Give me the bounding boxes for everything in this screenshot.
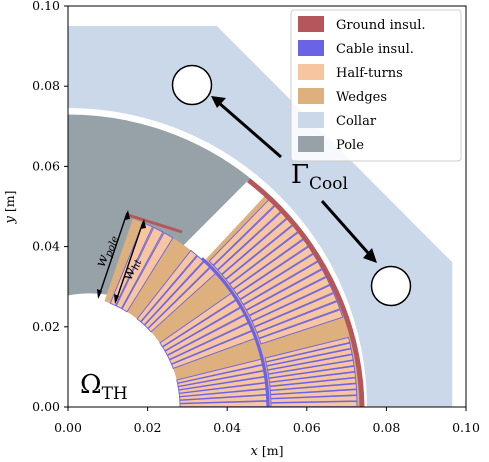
outer-block-1-turn <box>266 348 353 371</box>
y-axis-unit: [m] <box>2 191 17 213</box>
svg-text:wht: wht <box>120 255 145 283</box>
legend-swatch-cable <box>298 40 324 56</box>
ground-insulation <box>246 178 365 407</box>
arrowhead-upper <box>211 96 226 108</box>
y-tick-1: 0.02 <box>32 319 60 334</box>
x-tick-3: 0.06 <box>293 420 321 435</box>
outer-block-2-turn <box>245 268 327 316</box>
x-axis-title: x [m] <box>251 443 284 459</box>
collar-region <box>68 26 453 407</box>
outer-block-1-turn <box>264 336 351 363</box>
w-ht-dimension: wht <box>114 219 146 304</box>
x-axis-var: x <box>251 444 259 459</box>
coolant-hole-upper <box>171 64 213 106</box>
y-axis-var: y <box>3 215 18 224</box>
outer-block-1-turn <box>270 395 358 404</box>
omega-symbol: Ω <box>80 370 102 400</box>
gamma-symbol: Γ <box>291 160 309 190</box>
svg-text:ΓCool: ΓCool <box>291 160 348 194</box>
outer-block-1-turn <box>269 383 357 395</box>
outer-block-1-turn <box>267 354 354 375</box>
omega-subscript: TH <box>102 384 128 404</box>
x-tick-5: 0.10 <box>452 420 480 435</box>
inner-block-4-turn <box>121 232 174 313</box>
y-tick-3: 0.06 <box>32 158 60 173</box>
legend-box <box>290 9 462 162</box>
legend-swatch-collar <box>298 112 324 128</box>
plot-area <box>68 26 453 407</box>
wedge-inner-layer <box>104 218 268 407</box>
arrowhead-lower <box>363 248 377 263</box>
x-axis-unit: [m] <box>262 443 284 458</box>
y-tick-0: 0.00 <box>32 399 60 414</box>
w-pole-main: w <box>93 253 112 270</box>
y-tick-4: 0.08 <box>32 78 60 93</box>
outer-block-1-turn <box>265 342 352 367</box>
y-tick-2: 0.04 <box>32 239 60 254</box>
coolant-hole-lower <box>370 265 412 307</box>
outer-block-1-turn <box>270 389 358 399</box>
legend-label-wedges: Wedges <box>336 90 387 105</box>
outer-block-2-turn <box>248 276 331 322</box>
outer-block-1-turn <box>268 365 356 383</box>
legend: Ground insul. Cable insul. Half-turns We… <box>290 9 462 162</box>
legend-swatch-ground <box>298 16 324 32</box>
x-tick-2: 0.04 <box>213 420 241 435</box>
x-tick-4: 0.08 <box>372 420 400 435</box>
outer-block-1-turn <box>267 359 355 379</box>
w-ht-main: w <box>120 266 139 283</box>
arrow-to-upper-hole <box>218 101 282 159</box>
arrow-to-lower-hole <box>320 200 371 255</box>
ground-insulation-top <box>127 213 183 234</box>
outer-block-2-turn <box>251 284 334 328</box>
inner-block-3-turn <box>136 249 198 323</box>
legend-label-halfturns: Half-turns <box>336 66 403 81</box>
outer-block-1-turn <box>269 377 357 391</box>
legend-label-ground: Ground insul. <box>336 18 426 33</box>
y-axis-title: y [m] <box>2 191 18 225</box>
x-tick-0: 0.00 <box>54 420 82 435</box>
legend-swatch-halfturns <box>298 64 324 80</box>
outer-block-2-turn <box>258 309 344 345</box>
x-tick-1: 0.02 <box>134 420 162 435</box>
legend-label-collar: Collar <box>336 114 377 129</box>
outer-block-1-turn <box>270 401 358 407</box>
outer-block-2-turn <box>256 300 341 339</box>
outer-block-2-turn <box>254 292 338 333</box>
w-pole-dimension: wpole <box>93 210 130 299</box>
omega-th-annotation: ΩTH <box>80 370 128 404</box>
coil-blocks <box>104 193 360 407</box>
legend-swatch-wedges <box>298 88 324 104</box>
cable-insulation-interlayer <box>200 257 270 407</box>
axis-ticks <box>64 5 467 411</box>
legend-label-pole: Pole <box>336 138 364 153</box>
inner-block-4-turn <box>115 226 164 310</box>
outer-block-1-turn <box>269 371 356 387</box>
gamma-cool-annotation: ΓCool <box>211 96 377 263</box>
legend-label-cable: Cable insul. <box>336 42 414 57</box>
legend-swatch-pole <box>298 136 324 152</box>
gamma-subscript: Cool <box>309 174 348 194</box>
y-tick-5: 0.10 <box>32 0 60 13</box>
axes-frame <box>67 5 467 408</box>
w-ht-sub: ht <box>130 257 144 272</box>
